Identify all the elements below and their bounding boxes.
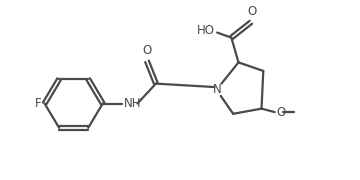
Text: NH: NH [124, 97, 141, 110]
Text: O: O [247, 5, 256, 18]
Text: F: F [35, 97, 41, 110]
Text: N: N [213, 83, 222, 96]
Text: O: O [276, 106, 285, 119]
Text: HO: HO [197, 24, 215, 37]
Text: O: O [143, 44, 152, 57]
